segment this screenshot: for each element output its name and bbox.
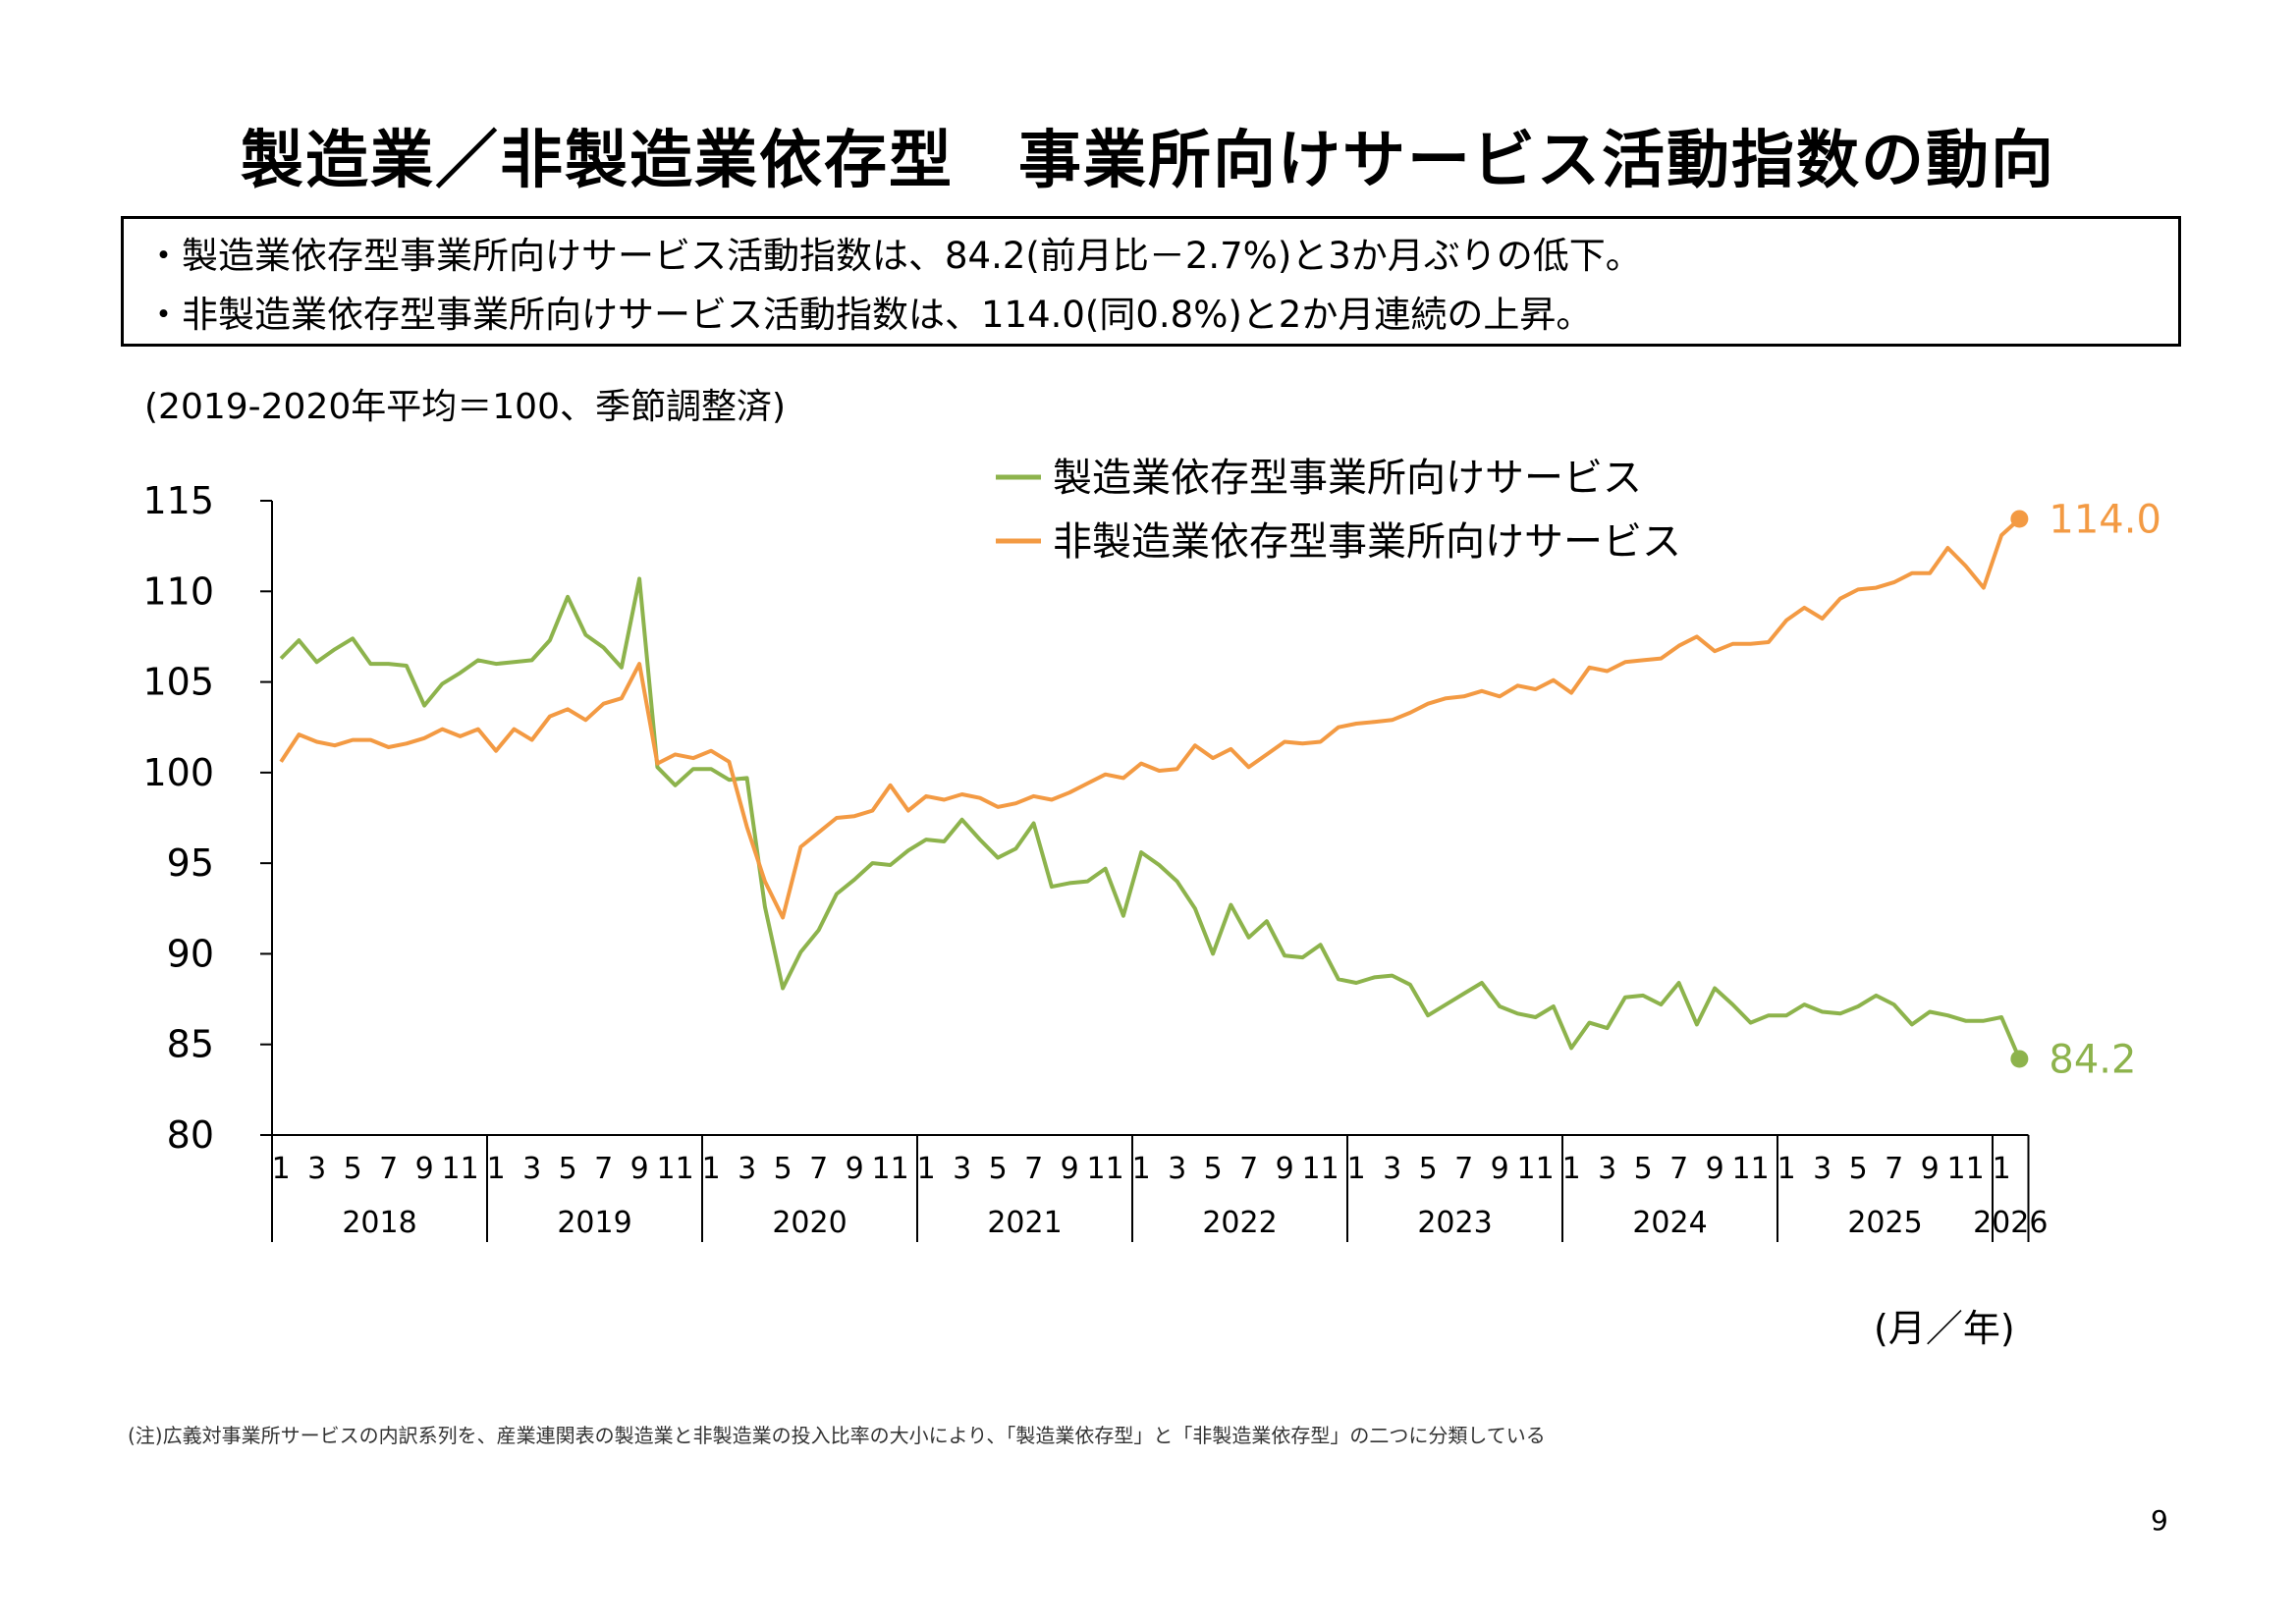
x-month-label: 1 bbox=[917, 1152, 936, 1186]
x-month-label: 7 bbox=[1024, 1152, 1043, 1186]
x-month-label: 5 bbox=[774, 1152, 793, 1186]
x-month-label: 3 bbox=[522, 1152, 541, 1186]
chart-series: 84.2 114.0 bbox=[279, 497, 2161, 1082]
series-end-point-0 bbox=[2010, 1050, 2029, 1068]
page-title: 製造業／非製造業依存型 事業所向けサービス活動指数の動向 bbox=[241, 125, 2055, 197]
series-end-label-1: 114.0 bbox=[2049, 497, 2161, 542]
x-month-label: 5 bbox=[559, 1152, 577, 1186]
x-month-label: 7 bbox=[1885, 1152, 1903, 1186]
x-month-label: 7 bbox=[379, 1152, 398, 1186]
x-month-label: 5 bbox=[1849, 1152, 1868, 1186]
legend-label-0: 製造業依存型事業所向けサービス bbox=[1053, 456, 1642, 501]
x-month-label: 1 bbox=[487, 1152, 506, 1186]
x-month-label: 7 bbox=[1239, 1152, 1258, 1186]
y-tick-label: 110 bbox=[142, 569, 214, 613]
y-tick-label: 105 bbox=[142, 661, 214, 704]
x-month-label: 9 bbox=[1276, 1152, 1294, 1186]
x-month-label: 7 bbox=[594, 1152, 613, 1186]
series-line-0 bbox=[279, 576, 2022, 1060]
x-year-label: 2018 bbox=[342, 1206, 416, 1240]
x-month-label: 3 bbox=[1383, 1152, 1401, 1186]
series-end-point-1 bbox=[2010, 510, 2029, 528]
x-month-label: 11 bbox=[442, 1152, 479, 1186]
x-year-label: 2024 bbox=[1632, 1206, 1707, 1240]
x-month-label: 5 bbox=[1419, 1152, 1438, 1186]
x-month-label: 1 bbox=[1777, 1152, 1796, 1186]
x-year-label: 2026 bbox=[1973, 1206, 2048, 1240]
x-month-label: 9 bbox=[1061, 1152, 1079, 1186]
x-month-label: 5 bbox=[1634, 1152, 1653, 1186]
y-tick-label: 115 bbox=[142, 479, 214, 522]
x-month-label: 1 bbox=[1132, 1152, 1151, 1186]
x-month-label: 11 bbox=[1732, 1152, 1770, 1186]
x-month-label: 11 bbox=[1087, 1152, 1124, 1186]
x-month-label: 9 bbox=[846, 1152, 864, 1186]
x-month-label: 9 bbox=[630, 1152, 649, 1186]
legend-label-1: 非製造業依存型事業所向けサービス bbox=[1053, 519, 1681, 565]
x-month-label: 1 bbox=[272, 1152, 291, 1186]
x-month-label: 9 bbox=[1921, 1152, 1940, 1186]
x-year-label: 2022 bbox=[1202, 1206, 1277, 1240]
x-month-label: 11 bbox=[657, 1152, 694, 1186]
x-month-label: 3 bbox=[307, 1152, 326, 1186]
x-month-label: 11 bbox=[1517, 1152, 1555, 1186]
x-month-label: 1 bbox=[1993, 1152, 2011, 1186]
x-year-label: 2021 bbox=[987, 1206, 1062, 1240]
y-tick-label: 95 bbox=[167, 841, 214, 885]
x-month-label: 7 bbox=[1669, 1152, 1688, 1186]
x-year-label: 2023 bbox=[1417, 1206, 1492, 1240]
x-month-label: 3 bbox=[1813, 1152, 1831, 1186]
series-line-1 bbox=[279, 517, 2021, 920]
footnote: (注)広義対事業所サービスの内訳系列を、産業連関表の製造業と非製造業の投入比率の… bbox=[128, 1424, 1546, 1447]
y-tick-label: 80 bbox=[167, 1113, 214, 1157]
index-base-note: (2019-2020年平均＝100、季節調整済) bbox=[144, 387, 787, 427]
y-axis: 115 110 105 100 95 90 85 80 bbox=[142, 479, 272, 1157]
x-month-label: 11 bbox=[872, 1152, 909, 1186]
summary-line-non-manufacturing: ・非製造業依存型事業所向けサービス活動指数は、114.0(同0.8%)と2か月連… bbox=[145, 294, 1593, 336]
x-month-label: 7 bbox=[1454, 1152, 1473, 1186]
x-month-label: 9 bbox=[415, 1152, 434, 1186]
x-month-label: 9 bbox=[1706, 1152, 1724, 1186]
chart-axes bbox=[271, 501, 2029, 1136]
x-month-label: 11 bbox=[1302, 1152, 1339, 1186]
x-month-label: 1 bbox=[702, 1152, 721, 1186]
x-axis-unit: (月／年) bbox=[1874, 1307, 2015, 1350]
y-tick-label: 100 bbox=[142, 751, 214, 794]
x-month-label: 7 bbox=[809, 1152, 828, 1186]
summary-box: ・製造業依存型事業所向けサービス活動指数は、84.2(前月比－2.7%)と3か月… bbox=[121, 216, 2181, 347]
y-tick-label: 90 bbox=[167, 932, 214, 975]
x-month-label: 3 bbox=[1598, 1152, 1616, 1186]
series-end-label-0: 84.2 bbox=[2049, 1037, 2136, 1082]
x-month-label: 3 bbox=[1168, 1152, 1186, 1186]
x-month-label: 5 bbox=[989, 1152, 1008, 1186]
x-month-label: 11 bbox=[1947, 1152, 1985, 1186]
y-tick-label: 85 bbox=[167, 1023, 214, 1066]
x-month-label: 1 bbox=[1562, 1152, 1581, 1186]
x-month-label: 9 bbox=[1491, 1152, 1509, 1186]
x-month-label: 3 bbox=[953, 1152, 971, 1186]
x-year-label: 2025 bbox=[1847, 1206, 1922, 1240]
x-month-label: 3 bbox=[738, 1152, 756, 1186]
x-month-label: 1 bbox=[1347, 1152, 1366, 1186]
x-year-label: 2020 bbox=[772, 1206, 847, 1240]
summary-line-manufacturing: ・製造業依存型事業所向けサービス活動指数は、84.2(前月比－2.7%)と3か月… bbox=[145, 235, 1642, 277]
x-year-label: 2019 bbox=[557, 1206, 631, 1240]
page-number: 9 bbox=[2151, 1504, 2168, 1537]
x-month-label: 5 bbox=[344, 1152, 362, 1186]
x-month-label: 5 bbox=[1204, 1152, 1223, 1186]
